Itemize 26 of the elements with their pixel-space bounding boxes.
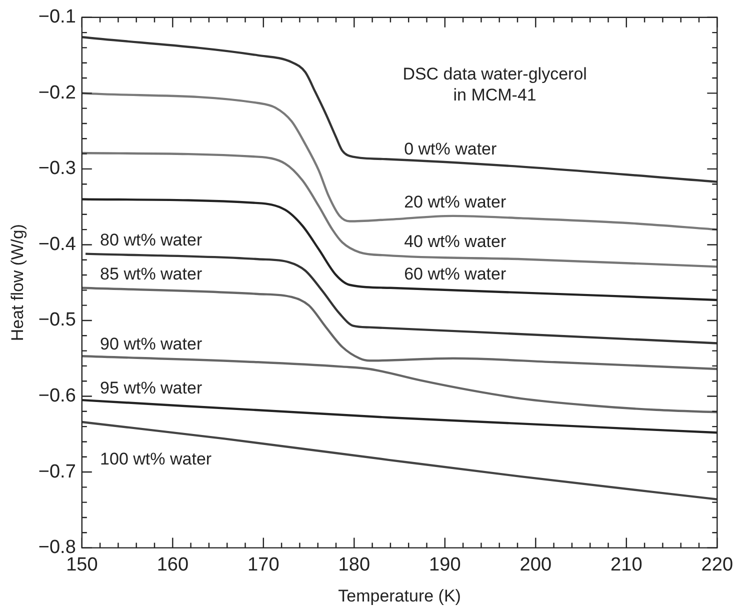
y-tick-label: −0.4 <box>38 234 76 255</box>
x-tick-label: 220 <box>701 554 733 576</box>
x-tick-label: 160 <box>156 554 189 576</box>
series-label: 90 wt% water <box>100 334 202 354</box>
series-label: 20 wt% water <box>404 192 506 212</box>
x-tick-label: 200 <box>520 554 552 576</box>
y-tick-label: −0.5 <box>38 310 76 331</box>
y-tick-label: −0.3 <box>38 158 76 180</box>
y-tick-label: −0.2 <box>38 82 76 104</box>
series-label: 85 wt% water <box>100 264 202 284</box>
x-tick-label: 190 <box>429 554 461 576</box>
series-label: 80 wt% water <box>100 230 202 250</box>
y-axis-title: Heat flow (W/g) <box>8 224 27 342</box>
y-tick-label: −0.1 <box>38 6 76 28</box>
series-label: 0 wt% water <box>404 140 497 159</box>
x-tick-label: 210 <box>610 554 642 576</box>
y-tick-label: −0.6 <box>38 385 76 406</box>
series-label: 40 wt% water <box>404 232 506 252</box>
series-label: 95 wt% water <box>100 378 202 398</box>
text: DSC data water-glycerol in MCM-41 <box>402 64 587 105</box>
series-label: 60 wt% water <box>404 264 506 284</box>
x-axis-title: Temperature (K) <box>338 586 461 606</box>
x-tick-label: 170 <box>248 554 280 576</box>
x-tick-label: 180 <box>338 554 370 576</box>
y-tick-label: −0.7 <box>38 461 76 482</box>
series-label: 100 wt% water <box>100 450 212 469</box>
